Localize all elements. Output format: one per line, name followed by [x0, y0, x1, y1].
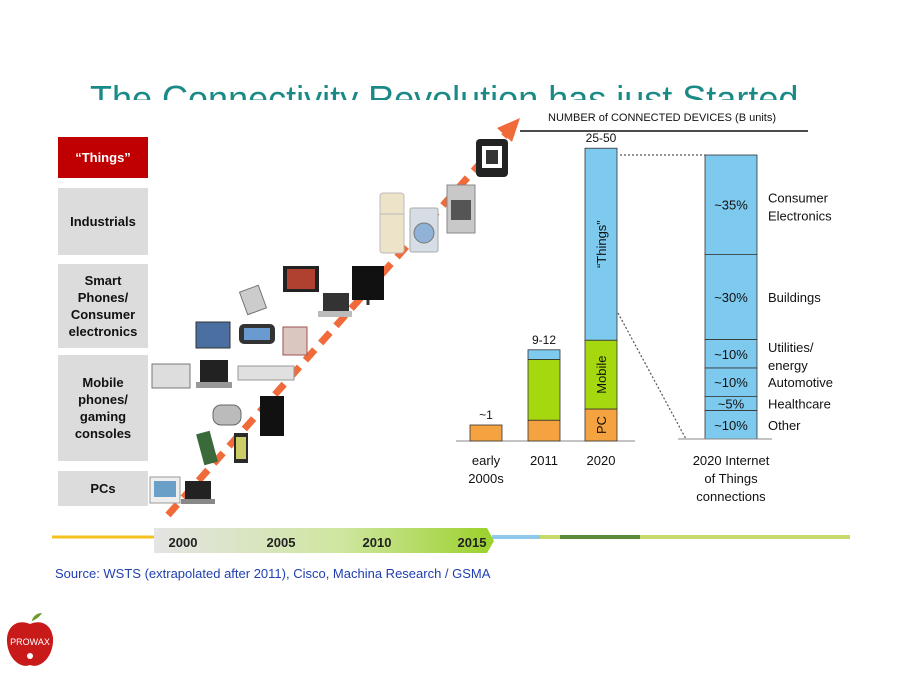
category-label-1: 2011 [530, 453, 558, 468]
value-label-2: 25-50 [586, 131, 617, 145]
iot-subtitle-line-0: 2020 Internet [693, 453, 770, 468]
category-things: “Things” [58, 137, 148, 178]
handheld-icon [212, 404, 242, 426]
camera-icon [282, 326, 308, 356]
iot-category-label-0-b: Electronics [768, 209, 832, 224]
bar-things-2 [584, 147, 618, 341]
segment-label-2: “Things” [594, 220, 609, 268]
iot-category-label-3: Automotive [768, 375, 833, 390]
printer-icon [151, 363, 191, 389]
tablet-icon [195, 321, 231, 349]
bar-pc-1 [527, 419, 561, 442]
smartphone-icon [234, 433, 248, 463]
bar-pc-0 [469, 424, 503, 442]
iot-value-label-5: ~10% [714, 418, 748, 433]
category-pcs: PCs [58, 471, 148, 506]
iot-segment-2 [704, 339, 758, 369]
category-smartphones: Smart Phones/ Consumer electronics [58, 264, 148, 348]
iot-segment-0 [704, 154, 758, 255]
iot-category-label-2-b: energy [768, 358, 808, 373]
fridge-icon [379, 192, 405, 254]
ebook-icon [238, 284, 268, 316]
iot-value-label-2: ~10% [714, 347, 748, 362]
svg-text:PROWAX: PROWAX [10, 637, 50, 647]
iot-category-label-5: Other [768, 418, 801, 433]
iot-category-label-2-a: Utilities/ [768, 340, 814, 355]
slide-title: The Connectivity Revolution has just Sta… [90, 78, 799, 100]
category-industrials: Industrials [58, 188, 148, 255]
growth-arrow-head [497, 118, 520, 142]
chart-title: NUMBER of CONNECTED DEVICES (B units) [548, 112, 776, 124]
timeline-bar [154, 528, 494, 553]
title-clip: The Connectivity Revolution has just Sta… [0, 60, 900, 100]
connected-devices-chart: NUMBER of CONNECTED DEVICES (B units) ~1 e… [456, 112, 808, 486]
category-mobile-phones: Mobile phones/ gaming consoles [58, 355, 148, 461]
iot-value-label-3: ~10% [714, 375, 748, 390]
washing-machine-icon [409, 207, 439, 253]
iot-subtitle-line-2: connections [696, 489, 766, 504]
iot-segment-1 [704, 253, 758, 340]
bar-mobile-2 [584, 339, 618, 410]
mobile-phone-icon [196, 430, 218, 466]
segment-label-1: Mobile [594, 355, 609, 393]
game-console-icon [260, 396, 284, 436]
laptop-icon [318, 293, 352, 317]
dvd-player-icon [237, 365, 295, 381]
phone-icon [239, 324, 275, 344]
timeline-labels: 2000 2005 2010 2015 [169, 535, 487, 550]
netbook-icon [196, 360, 232, 388]
timeline-year-2010: 2010 [363, 535, 392, 550]
iot-value-label-4: ~5% [718, 397, 745, 412]
iot-value-label-1: ~30% [714, 290, 748, 305]
timeline-year-2005: 2005 [267, 535, 296, 550]
iot-segment-5 [704, 410, 758, 440]
iot-device-icon [476, 139, 508, 177]
timeline-year-2015: 2015 [458, 535, 487, 550]
bar-things-1 [527, 349, 561, 360]
device-icons [149, 139, 508, 504]
iot-category-label-1: Buildings [768, 290, 821, 305]
pc-laptop-icon [181, 481, 215, 504]
iot-category-label-0-a: Consumer [768, 191, 829, 206]
timeline-year-2000: 2000 [169, 535, 198, 550]
desktop-pc-icon [149, 476, 181, 504]
connector-bottom [617, 312, 687, 440]
tv-icon [283, 266, 319, 292]
flat-tv-icon [352, 266, 384, 305]
source-note: Source: WSTS (extrapolated after 2011), … [55, 566, 491, 581]
iot-breakdown-chart: ~35% Consumer Electronics ~30% Buildings ~10%… [617, 154, 833, 504]
iot-value-label-0: ~35% [714, 198, 748, 213]
value-label-0: ~1 [479, 408, 493, 422]
value-label-1: 9-12 [532, 333, 556, 347]
category-label-0-b: 2000s [468, 471, 504, 486]
category-label-2: 2020 [587, 453, 616, 468]
iot-category-label-4: Healthcare [768, 397, 831, 412]
prowax-logo-icon: PROWAX [6, 613, 54, 666]
iot-subtitle-line-1: of Things [704, 471, 758, 486]
bar-mobile-1 [527, 358, 561, 421]
category-label-0-a: early [472, 453, 501, 468]
oven-icon [446, 184, 476, 234]
segment-label-0: PC [594, 416, 609, 434]
